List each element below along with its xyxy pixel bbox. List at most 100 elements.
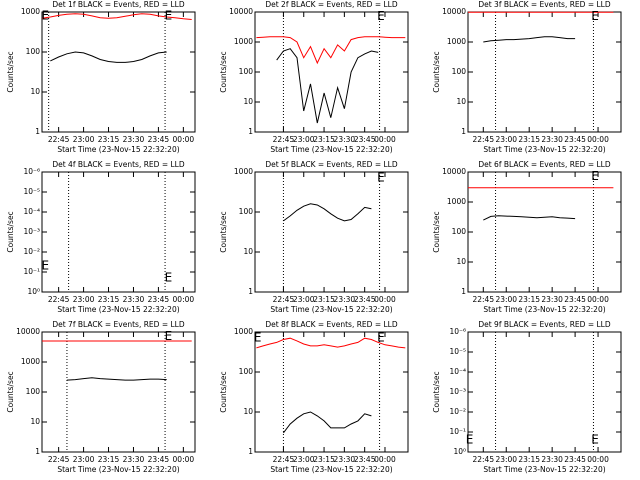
annotation: E [165,329,173,343]
x-axis-label: Start Time (23-Nov-15 22:32:20) [483,305,605,314]
x-tick-label: 23:30 [541,135,563,144]
y-tick-label: 1 [461,127,466,136]
y-tick-label: 10⁻⁶ [449,327,466,336]
chart-title: Det 8f BLACK = Events, RED = LLD [265,320,398,329]
plot-frame [254,171,409,293]
x-tick-label: 23:15 [313,295,335,304]
y-tick-label: 10000 [16,327,40,336]
x-tick-label: 23:15 [518,295,540,304]
x-axis-label: Start Time (23-Nov-15 22:32:20) [483,145,605,154]
x-tick-label: 00:00 [173,455,195,464]
x-axis-label: Start Time (23-Nov-15 22:32:20) [57,465,179,474]
x-tick-label: 23:00 [73,455,95,464]
series-line [256,337,406,349]
chart-title: Det 4f BLACK = Events, RED = LLD [52,160,185,169]
y-tick-label: 1000 [234,167,253,176]
series-line [283,411,372,434]
y-axis-label: Counts/sec [6,211,15,252]
y-tick-label: 1 [248,287,253,296]
x-tick-label: 23:30 [334,455,356,464]
x-tick-label: 00:00 [587,455,609,464]
y-axis-label: Counts/sec [432,51,441,92]
y-tick-label: 10⁻² [23,247,40,256]
y-tick-label: 10⁻² [449,407,466,416]
annotation: E [42,8,50,22]
y-tick-label: 10⁻⁵ [449,347,466,356]
y-axis-label: Counts/sec [432,371,441,412]
x-tick-label: 23:30 [123,135,145,144]
y-tick-label: 1 [35,447,40,456]
chart-title: Det 1f BLACK = Events, RED = LLD [52,0,185,9]
x-axis-label: Start Time (23-Nov-15 22:32:20) [57,145,179,154]
y-tick-label: 1000 [21,357,40,366]
y-tick-label: 10⁻⁴ [449,367,466,376]
y-tick-label: 100 [26,47,41,56]
chart-title: Det 2f BLACK = Events, RED = LLD [265,0,398,9]
x-tick-label: 23:00 [73,295,95,304]
y-axis-label: Counts/sec [432,211,441,252]
x-tick-label: 22:45 [48,455,70,464]
y-tick-label: 10⁻⁶ [23,167,40,176]
x-tick-label: 23:30 [334,295,356,304]
x-tick-label: 23:15 [98,455,120,464]
y-tick-label: 1000 [234,37,253,46]
annotation: E [591,169,599,183]
y-tick-label: 10000 [442,7,466,16]
y-tick-label: 1000 [21,7,40,16]
x-tick-label: 00:00 [374,455,396,464]
y-axis-label: Counts/sec [219,51,228,92]
x-tick-label: 22:45 [273,295,295,304]
x-tick-label: 23:00 [495,295,517,304]
x-tick-label: 00:00 [374,135,396,144]
y-tick-label: 1000 [447,37,466,46]
chart-title: Det 9f BLACK = Events, RED = LLD [478,320,611,329]
x-tick-label: 23:30 [123,295,145,304]
x-tick-label: 22:45 [273,455,295,464]
x-tick-label: 23:30 [123,455,145,464]
series-line [66,377,167,381]
y-axis-label: Counts/sec [6,51,15,92]
x-tick-label: 23:45 [564,455,586,464]
y-tick-label: 10 [30,87,40,96]
annotation: E [165,271,173,285]
x-axis-label: Start Time (23-Nov-15 22:32:20) [270,145,392,154]
x-tick-label: 22:45 [472,135,494,144]
y-tick-label: 10⁻¹ [449,427,466,436]
series-line [276,48,379,124]
y-tick-label: 1 [35,127,40,136]
chart-title: Det 7f BLACK = Events, RED = LLD [52,320,185,329]
series-line [483,36,576,43]
x-axis-label: Start Time (23-Nov-15 22:32:20) [270,305,392,314]
annotation: E [377,331,385,345]
y-tick-label: 10⁰ [453,447,466,456]
y-tick-label: 10 [456,97,466,106]
x-tick-label: 23:00 [293,295,315,304]
x-axis-label: Start Time (23-Nov-15 22:32:20) [270,465,392,474]
annotation: E [466,432,474,446]
annotation: E [165,8,173,22]
y-tick-label: 100 [239,67,254,76]
x-tick-label: 23:45 [354,135,376,144]
x-tick-label: 23:45 [564,135,586,144]
x-tick-label: 23:45 [354,295,376,304]
x-tick-label: 23:00 [293,135,315,144]
annotation: E [591,9,599,23]
y-axis-label: Counts/sec [6,371,15,412]
y-tick-label: 100 [26,387,41,396]
y-tick-label: 10000 [442,167,466,176]
y-tick-label: 10⁻⁴ [23,207,40,216]
x-tick-label: 23:45 [564,295,586,304]
x-tick-label: 00:00 [173,295,195,304]
series-line [50,51,167,63]
y-tick-label: 100 [452,227,467,236]
x-tick-label: 23:15 [518,455,540,464]
y-tick-label: 10⁻³ [449,387,466,396]
x-tick-label: 23:45 [354,455,376,464]
x-tick-label: 23:15 [98,295,120,304]
y-tick-label: 10⁻⁵ [23,187,40,196]
plot-frame [254,331,409,453]
x-tick-label: 23:45 [148,455,170,464]
x-tick-label: 23:15 [98,135,120,144]
x-tick-label: 23:00 [73,135,95,144]
